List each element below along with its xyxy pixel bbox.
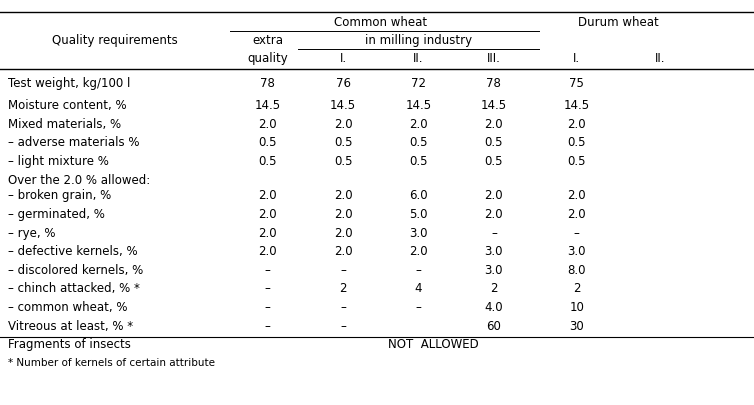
Text: Quality requirements: Quality requirements [52,34,178,47]
Text: 60: 60 [486,320,501,333]
Text: 0.5: 0.5 [409,136,428,149]
Text: 2: 2 [490,282,498,295]
Text: I.: I. [339,52,347,65]
Text: 0.5: 0.5 [259,155,277,168]
Text: 2.0: 2.0 [259,227,277,240]
Text: Durum wheat: Durum wheat [578,16,659,29]
Text: – defective kernels, %: – defective kernels, % [8,245,137,258]
Text: 0.5: 0.5 [568,136,586,149]
Text: Test weight, kg/100 l: Test weight, kg/100 l [8,77,130,90]
Text: – rye, %: – rye, % [8,227,55,240]
Text: * Number of kernels of certain attribute: * Number of kernels of certain attribute [8,358,215,368]
Text: 6.0: 6.0 [409,190,428,202]
Text: – discolored kernels, %: – discolored kernels, % [8,264,143,277]
Text: – adverse materials %: – adverse materials % [8,136,139,149]
Text: 2.0: 2.0 [568,190,586,202]
Text: 2.0: 2.0 [568,118,586,131]
Text: 2.0: 2.0 [568,208,586,221]
Text: Mixed materials, %: Mixed materials, % [8,118,121,131]
Text: 14.5: 14.5 [564,99,590,112]
Text: – broken grain, %: – broken grain, % [8,190,111,202]
Text: 14.5: 14.5 [406,99,431,112]
Text: 78: 78 [260,77,275,90]
Text: 2.0: 2.0 [485,118,503,131]
Text: III.: III. [487,52,501,65]
Text: NOT  ALLOWED: NOT ALLOWED [388,338,479,351]
Text: Over the 2.0 % allowed:: Over the 2.0 % allowed: [8,174,150,187]
Text: 2.0: 2.0 [259,190,277,202]
Text: –: – [265,301,271,314]
Text: 2: 2 [339,282,347,295]
Text: 14.5: 14.5 [481,99,507,112]
Text: II.: II. [413,52,424,65]
Text: 2.0: 2.0 [409,245,428,258]
Text: 75: 75 [569,77,584,90]
Text: Fragments of insects: Fragments of insects [8,338,130,351]
Text: –: – [265,320,271,333]
Text: Common wheat: Common wheat [334,16,428,29]
Text: –: – [265,264,271,277]
Text: extra: extra [252,34,284,47]
Text: 14.5: 14.5 [330,99,356,112]
Text: 78: 78 [486,77,501,90]
Text: 2.0: 2.0 [485,190,503,202]
Text: –: – [340,320,346,333]
Text: 0.5: 0.5 [334,155,352,168]
Text: 76: 76 [336,77,351,90]
Text: 30: 30 [569,320,584,333]
Text: 0.5: 0.5 [485,155,503,168]
Text: I.: I. [573,52,581,65]
Text: 0.5: 0.5 [409,155,428,168]
Text: in milling industry: in milling industry [365,34,472,47]
Text: – germinated, %: – germinated, % [8,208,104,221]
Text: – light mixture %: – light mixture % [8,155,109,168]
Text: 2.0: 2.0 [259,245,277,258]
Text: 4: 4 [415,282,422,295]
Text: 4.0: 4.0 [485,301,503,314]
Text: 3.0: 3.0 [409,227,428,240]
Text: 3.0: 3.0 [568,245,586,258]
Text: 5.0: 5.0 [409,208,428,221]
Text: –: – [415,264,421,277]
Text: Moisture content, %: Moisture content, % [8,99,126,112]
Text: 0.5: 0.5 [485,136,503,149]
Text: 8.0: 8.0 [568,264,586,277]
Text: 2.0: 2.0 [334,227,352,240]
Text: –: – [340,264,346,277]
Text: 2.0: 2.0 [334,208,352,221]
Text: 0.5: 0.5 [568,155,586,168]
Text: –: – [491,227,497,240]
Text: 2: 2 [573,282,581,295]
Text: 0.5: 0.5 [259,136,277,149]
Text: 0.5: 0.5 [334,136,352,149]
Text: 3.0: 3.0 [485,245,503,258]
Text: 2.0: 2.0 [334,245,352,258]
Text: –: – [265,282,271,295]
Text: 10: 10 [569,301,584,314]
Text: 72: 72 [411,77,426,90]
Text: –: – [574,227,580,240]
Text: – chinch attacked, % *: – chinch attacked, % * [8,282,139,295]
Text: 2.0: 2.0 [334,190,352,202]
Text: 2.0: 2.0 [409,118,428,131]
Text: –: – [415,301,421,314]
Text: II.: II. [654,52,665,65]
Text: –: – [340,301,346,314]
Text: 2.0: 2.0 [259,208,277,221]
Text: 3.0: 3.0 [485,264,503,277]
Text: quality: quality [247,52,288,65]
Text: – common wheat, %: – common wheat, % [8,301,127,314]
Text: Vitreous at least, % *: Vitreous at least, % * [8,320,133,333]
Text: 2.0: 2.0 [334,118,352,131]
Text: 2.0: 2.0 [485,208,503,221]
Text: 2.0: 2.0 [259,118,277,131]
Text: 14.5: 14.5 [255,99,280,112]
